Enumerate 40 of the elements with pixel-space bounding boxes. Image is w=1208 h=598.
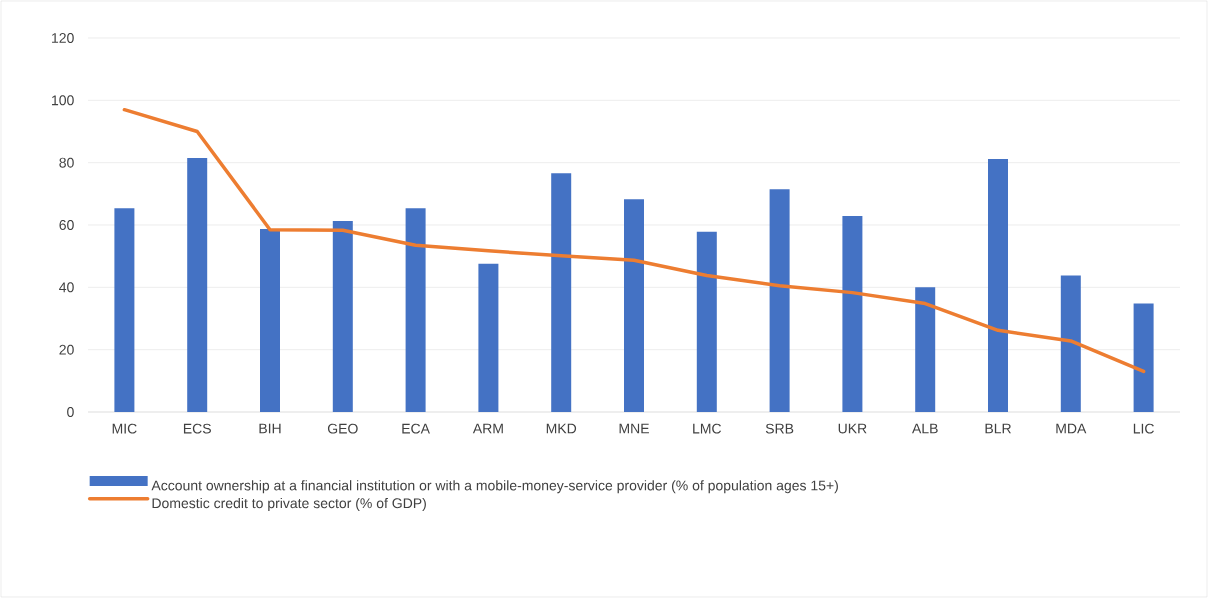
bar bbox=[769, 189, 790, 412]
x-tick-label: MIC bbox=[112, 423, 137, 434]
legend-label: Account ownership at a financial institution or with a mobile-money-service provider (% of population ages 15+) bbox=[151, 480, 838, 494]
y-tick-label: 120 bbox=[52, 33, 74, 43]
bar bbox=[405, 208, 426, 412]
x-tick-label: ECS bbox=[183, 423, 211, 434]
bar bbox=[478, 263, 499, 412]
y-tick-label: 80 bbox=[59, 157, 74, 168]
x-tick-label: LMC bbox=[693, 423, 722, 434]
x-tick-label: GEO bbox=[327, 423, 358, 434]
line-series bbox=[122, 107, 1146, 374]
x-tick-label: BLR bbox=[985, 423, 1011, 434]
bar bbox=[187, 157, 208, 412]
bar bbox=[114, 208, 135, 412]
bar bbox=[842, 215, 863, 412]
bar bbox=[624, 199, 644, 412]
bar bbox=[696, 231, 717, 412]
x-tick-label: UKR bbox=[838, 423, 867, 434]
y-tick-label: 20 bbox=[59, 344, 74, 355]
x-tick-label: MKD bbox=[546, 423, 577, 434]
x-tick-label: MNE bbox=[619, 423, 649, 434]
bar bbox=[1060, 275, 1081, 412]
x-tick-label: MDA bbox=[1056, 423, 1087, 434]
bar bbox=[551, 173, 572, 412]
x-tick-label: BIH bbox=[259, 423, 281, 434]
x-tick-label: ARM bbox=[472, 423, 503, 434]
bar bbox=[915, 287, 936, 412]
x-tick-label: ALB bbox=[912, 423, 938, 434]
bar bbox=[260, 229, 280, 412]
bar bbox=[332, 220, 353, 412]
x-tick-label: ECA bbox=[402, 423, 430, 434]
x-tick-label: SRB bbox=[765, 423, 794, 434]
y-tick-label: 0 bbox=[67, 407, 74, 417]
bar bbox=[988, 158, 1008, 412]
y-tick-label: 100 bbox=[52, 95, 74, 106]
legend-label: Domestic credit to private sector (% of GDP) bbox=[152, 497, 426, 511]
x-tick-label: LIC bbox=[1133, 423, 1154, 434]
y-tick-label: 60 bbox=[59, 220, 74, 230]
y-tick-label: 40 bbox=[59, 282, 74, 293]
bar bbox=[1133, 303, 1154, 412]
